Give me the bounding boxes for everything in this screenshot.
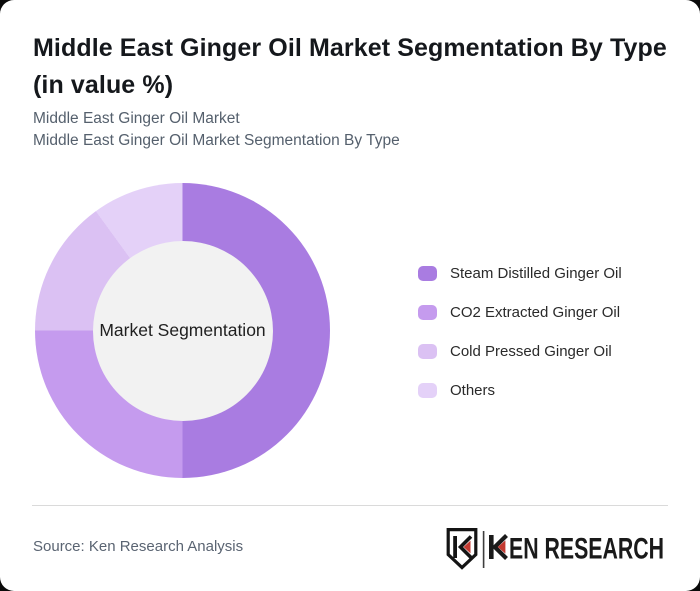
footer-divider	[32, 505, 668, 506]
legend-item-steam-distilled[interactable]: Steam Distilled Ginger Oil	[418, 264, 622, 282]
source-text: Source: Ken Research Analysis	[33, 538, 244, 555]
legend-swatch-icon	[418, 265, 437, 281]
donut-center: Market Segmentation	[92, 240, 273, 421]
subtitle-line-2: Middle East Ginger Oil Market Segmentati…	[33, 131, 400, 149]
ken-research-logo: EN RESEARCH	[446, 528, 664, 570]
legend-swatch-icon	[418, 382, 437, 398]
red-triangle-icon	[463, 540, 471, 554]
legend-swatch-icon	[418, 343, 437, 359]
legend-item-co2-extracted[interactable]: CO2 Extracted Ginger Oil	[418, 303, 622, 321]
title-line-2: (in value %)	[33, 71, 174, 99]
legend-label: Cold Pressed Ginger Oil	[450, 342, 612, 360]
legend-label: Steam Distilled Ginger Oil	[450, 264, 622, 282]
page-title: Middle East Ginger Oil Market Segmentati…	[33, 30, 673, 104]
logo-separator	[482, 531, 485, 568]
red-triangle-icon	[497, 540, 506, 554]
title-line-1: Middle East Ginger Oil Market Segmentati…	[33, 34, 667, 62]
subtitle-line-1: Middle East Ginger Oil Market	[33, 110, 240, 127]
wordmark-text: EN RESEARCH	[509, 533, 664, 566]
donut-chart: Market Segmentation	[35, 183, 330, 478]
wordmark-k-icon	[489, 534, 508, 560]
legend-item-cold-pressed[interactable]: Cold Pressed Ginger Oil	[418, 342, 622, 360]
legend-label: CO2 Extracted Ginger Oil	[450, 303, 621, 321]
legend-swatch-icon	[418, 304, 437, 320]
shield-k-icon	[446, 528, 478, 570]
legend-item-others[interactable]: Others	[418, 381, 622, 399]
chart-legend: Steam Distilled Ginger Oil CO2 Extracted…	[418, 264, 622, 399]
donut-center-label: Market Segmentation	[99, 320, 266, 340]
chart-subtitle: Middle East Ginger Oil Market Middle Eas…	[33, 108, 653, 151]
legend-label: Others	[450, 381, 496, 399]
